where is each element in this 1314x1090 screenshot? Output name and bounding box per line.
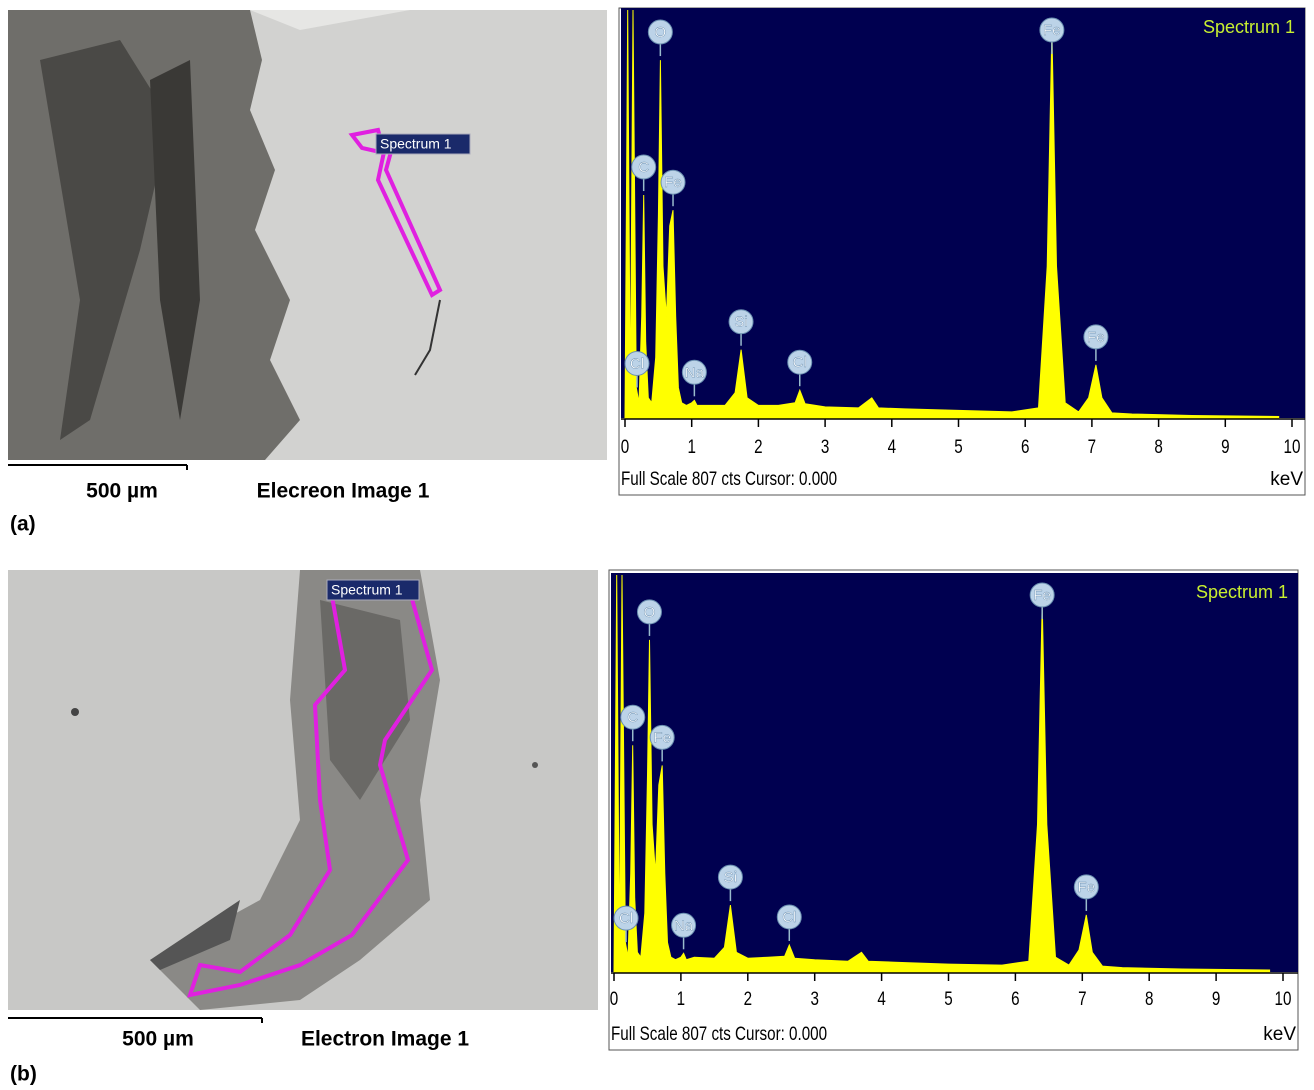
image-title: Electron Image 1 — [301, 1028, 469, 1051]
peak-label: Na — [685, 364, 705, 381]
x-axis-label: keV — [1263, 1024, 1296, 1045]
chart-footer: Full Scale 807 cts Cursor: 0.000 — [621, 467, 837, 489]
peak-label: Si — [724, 869, 737, 886]
x-tick-label: 1 — [677, 987, 685, 1009]
x-tick-label: 0 — [621, 435, 629, 457]
peak-label: Cl — [793, 354, 807, 371]
peak-label: Fe — [1033, 587, 1051, 604]
x-tick-label: 8 — [1145, 987, 1153, 1009]
peak-label: Fe — [1043, 22, 1061, 39]
peak-label: Na — [674, 917, 694, 934]
x-tick-label: 3 — [821, 435, 829, 457]
x-tick-label: 9 — [1221, 435, 1229, 457]
x-tick-label: 8 — [1154, 435, 1162, 457]
peak-label: Cl — [630, 355, 644, 372]
x-tick-label: 0 — [610, 987, 618, 1009]
region-label: Spectrum 1 — [331, 582, 403, 598]
peak-label: Fe — [1087, 329, 1105, 346]
sem-image: Spectrum 1 — [8, 570, 598, 1010]
chart-title: Spectrum 1 — [1203, 17, 1295, 37]
region-label: Spectrum 1 — [380, 136, 452, 152]
peak-label: Si — [734, 314, 747, 331]
peak-label: O — [655, 24, 667, 41]
peak-label: C — [638, 159, 649, 176]
figure: Spectrum 1 500 µm Elecreon Image 1 (a) S… — [0, 0, 1314, 1090]
x-tick-label: 4 — [877, 987, 886, 1009]
scale-bar-label: 500 µm — [122, 1028, 194, 1051]
chart-title: Spectrum 1 — [1196, 582, 1288, 602]
plot-background — [611, 573, 1298, 972]
panel-label: (a) — [10, 513, 36, 536]
sem-image: Spectrum 1 — [8, 10, 607, 460]
x-tick-label: 10 — [1275, 987, 1292, 1009]
x-tick-label: 1 — [687, 435, 695, 457]
image-title: Elecreon Image 1 — [257, 480, 430, 503]
panel-label: (b) — [10, 1063, 37, 1086]
peak-label: Fe — [653, 729, 671, 746]
peak-label: Cl — [619, 910, 633, 927]
scale-bar-label: 500 µm — [86, 480, 158, 503]
x-tick-label: 4 — [888, 435, 897, 457]
x-tick-label: 5 — [944, 987, 952, 1009]
x-axis-label: keV — [1270, 469, 1303, 490]
x-tick-label: 6 — [1011, 987, 1019, 1009]
x-tick-label: 5 — [954, 435, 962, 457]
x-tick-label: 10 — [1284, 435, 1301, 457]
peak-label: Fe — [664, 174, 682, 191]
x-tick-label: 6 — [1021, 435, 1029, 457]
peak-label: O — [644, 604, 656, 621]
peak-label: C — [627, 709, 638, 726]
peak-label: Fe — [1078, 879, 1096, 896]
x-tick-label: 7 — [1088, 435, 1096, 457]
x-tick-label: 9 — [1212, 987, 1220, 1009]
peak-label: Cl — [782, 909, 796, 926]
x-tick-label: 2 — [754, 435, 762, 457]
x-tick-label: 2 — [744, 987, 752, 1009]
plot-background — [621, 8, 1305, 418]
chart-footer: Full Scale 807 cts Cursor: 0.000 — [611, 1022, 827, 1044]
x-tick-label: 3 — [810, 987, 818, 1009]
x-tick-label: 7 — [1078, 987, 1086, 1009]
